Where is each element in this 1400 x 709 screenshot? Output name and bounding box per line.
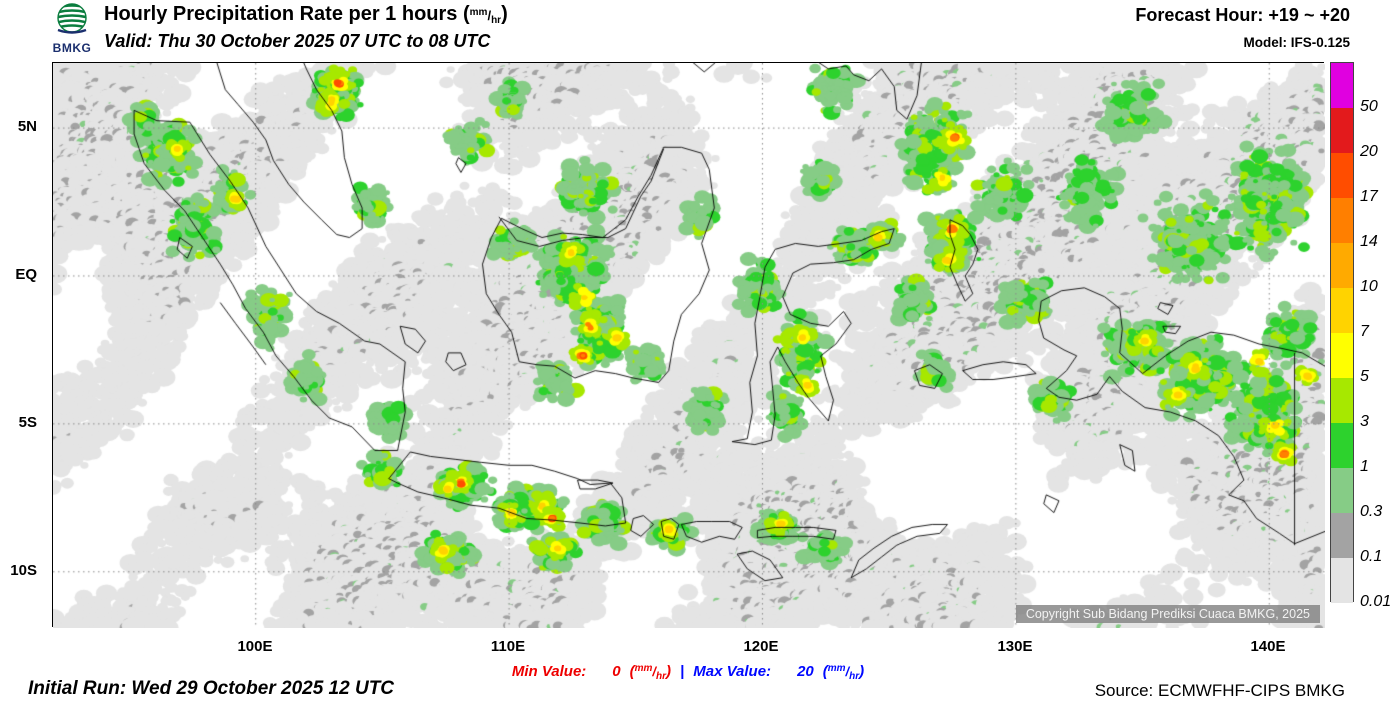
colorbar-seg-magenta <box>1331 63 1353 108</box>
lon-label-110e: 110E <box>490 638 526 655</box>
legend-label-3: 3 <box>1360 413 1369 430</box>
lat-label-eq: EQ <box>15 266 37 283</box>
bmkg-globe-icon <box>57 3 87 34</box>
lon-label-140e: 140E <box>1250 638 1286 655</box>
lat-label-5n: 5N <box>17 118 37 135</box>
colorbar-seg-yellow <box>1331 333 1353 378</box>
colorbar-seg-gold <box>1331 288 1353 333</box>
lat-label-5s: 5S <box>18 414 37 431</box>
header-right-info: Forecast Hour: +19 ~ +20 Model: IFS-0.12… <box>1135 5 1350 50</box>
bmkg-logo-label: BMKG <box>52 41 92 55</box>
legend-label-10: 10 <box>1360 278 1378 295</box>
legend-label-14: 14 <box>1360 233 1378 250</box>
max-unit: (mm/hr) <box>822 663 865 682</box>
lon-label-130e: 130E <box>997 638 1033 655</box>
bmkg-logo: BMKG <box>44 2 100 55</box>
legend-label-1: 1 <box>1360 458 1369 475</box>
legend-label-20: 20 <box>1360 143 1378 160</box>
min-label: Min Value: <box>511 663 587 680</box>
lon-label-120e: 120E <box>743 638 779 655</box>
lat-label-10s: 10S <box>10 562 37 579</box>
title-block: Hourly Precipitation Rate per 1 hours (m… <box>104 3 508 52</box>
min-unit: (mm/hr) <box>629 663 672 682</box>
colorbar-seg-red <box>1331 108 1353 153</box>
min-value: 0 <box>612 663 621 680</box>
legend-label-001: 0.01 <box>1360 593 1392 610</box>
copyright-watermark: Copyright Sub Bidang Prediksi Cuaca BMKG… <box>1015 605 1320 623</box>
precipitation-map-canvas <box>53 63 1325 628</box>
colorbar-seg-lightgray <box>1331 558 1353 603</box>
legend-label-5: 5 <box>1360 368 1369 385</box>
colorbar-seg-gray <box>1331 513 1353 558</box>
initial-run-label: Initial Run: Wed 29 October 2025 12 UTC <box>28 678 395 699</box>
map-frame: Copyright Sub Bidang Prediksi Cuaca BMKG… <box>52 62 1325 628</box>
precip-colorbar <box>1330 62 1354 603</box>
page-title: Hourly Precipitation Rate per 1 hours (m… <box>104 3 508 26</box>
legend-label-17: 17 <box>1360 188 1378 205</box>
colorbar-seg-orange <box>1331 198 1353 243</box>
legend-label-50: 50 <box>1360 98 1378 115</box>
source-label: Source: ECMWFHF-CIPS BMKG <box>1094 681 1345 700</box>
colorbar-seg-chartreuse <box>1331 378 1353 423</box>
legend-label-03: 0.3 <box>1360 503 1383 520</box>
model-label: Model: IFS-0.125 <box>1243 35 1350 50</box>
colorbar-seg-green <box>1331 423 1353 468</box>
legend-label-7: 7 <box>1360 323 1369 340</box>
lon-label-100e: 100E <box>237 638 273 655</box>
minmax-bar: Min Value: 0 (mm/hr) | Max Value: 20 (mm/hr) <box>52 663 1324 682</box>
unit-fraction: (mm/hr) <box>462 3 508 26</box>
colorbar-seg-amber <box>1331 243 1353 288</box>
legend-label-01: 0.1 <box>1360 548 1383 565</box>
valid-time-subtitle: Valid: Thu 30 October 2025 07 UTC to 08 … <box>104 31 491 51</box>
max-label: Max Value: <box>693 663 772 680</box>
colorbar-seg-orangered <box>1331 153 1353 198</box>
forecast-hour-label: Forecast Hour: +19 ~ +20 <box>1135 5 1350 25</box>
max-value: 20 <box>797 663 814 680</box>
colorbar-seg-lightgreen <box>1331 468 1353 513</box>
minmax-separator: | <box>680 663 685 680</box>
